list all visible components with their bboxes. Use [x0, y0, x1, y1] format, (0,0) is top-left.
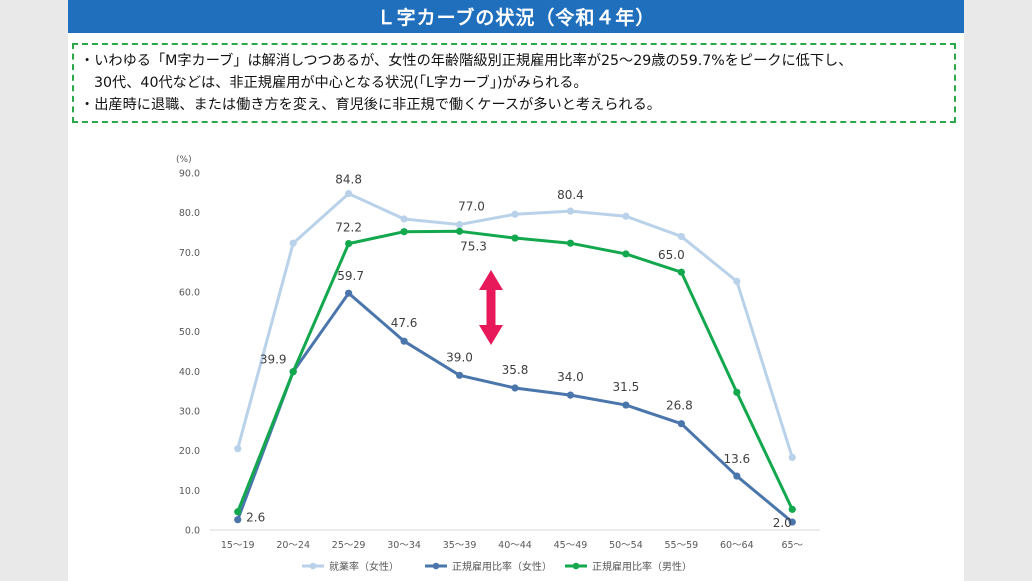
slide: Ｌ字カーブの状況（令和４年） ・いわゆる「M字カーブ」は解消しつつあるが、女性の…: [68, 0, 964, 581]
data-point: [455, 220, 464, 229]
data-point: [677, 232, 685, 241]
x-tick-label: 60～64: [720, 540, 754, 551]
y-tick-label: 40.0: [179, 367, 200, 378]
y-tick-label: 30.0: [179, 407, 200, 418]
x-tick-label: 55～59: [665, 540, 699, 551]
data-point: [566, 391, 575, 399]
data-label: 2.6: [246, 511, 265, 525]
legend-marker: [572, 562, 580, 570]
data-point: [511, 210, 519, 218]
data-point: [511, 234, 519, 242]
data-point: [733, 472, 741, 480]
summary-box: ・いわゆる「M字カーブ」は解消しつつあるが、女性の年齢階級別正規雇用比率が25～…: [72, 43, 956, 123]
data-point: [234, 508, 242, 516]
data-label: 65.0: [658, 248, 685, 262]
legend: 就業率（女性） 正規雇用比率（女性） 正規雇用比率（男性）: [302, 560, 692, 573]
data-label: 75.3: [460, 239, 487, 253]
data-point: [788, 453, 796, 462]
data-point: [345, 240, 353, 248]
data-label: 39.0: [446, 350, 473, 364]
gap-arrow-shaft: [486, 288, 496, 327]
x-tick-label: 15～19: [221, 540, 255, 551]
data-label: 72.2: [335, 221, 362, 235]
x-tick-label: 50～54: [609, 540, 643, 551]
data-point: [400, 337, 408, 345]
data-point: [511, 384, 519, 392]
data-point: [566, 239, 575, 247]
data-point: [622, 212, 630, 220]
data-point: [289, 368, 297, 376]
legend-label: 正規雇用比率（女性）: [452, 560, 552, 573]
data-label: 2.0: [773, 516, 792, 530]
data-point: [677, 420, 685, 428]
y-tick-label: 20.0: [179, 446, 200, 457]
data-point: [400, 228, 408, 236]
data-point: [733, 388, 741, 396]
data-label: 35.8: [502, 363, 529, 377]
data-point: [622, 250, 630, 258]
y-tick-label: 10.0: [179, 486, 200, 497]
slide-title: Ｌ字カーブの状況（令和４年）: [68, 0, 964, 33]
data-label: 59.7: [337, 269, 364, 283]
x-tick-label: 40～44: [498, 540, 532, 551]
data-label: 34.0: [557, 370, 584, 384]
data-label: 77.0: [458, 200, 485, 214]
x-tick-label: 20～24: [276, 540, 310, 551]
summary-line-3: ・出産時に退職、または働き方を変え、育児後に非正規で働くケースが多いと考えられる…: [80, 97, 661, 113]
data-point: [622, 401, 630, 409]
data-point: [455, 227, 464, 235]
y-tick-label: 0.0: [185, 526, 200, 537]
data-point: [400, 215, 408, 223]
data-point: [566, 207, 575, 215]
data-label: 80.4: [557, 188, 584, 202]
x-tick-label: 35～39: [443, 540, 477, 551]
data-point: [455, 371, 464, 379]
data-label: 39.9: [260, 353, 287, 367]
data-label: 84.8: [335, 173, 362, 187]
data-point: [289, 239, 297, 247]
data-label: 26.8: [666, 399, 693, 413]
data-point: [234, 445, 242, 453]
data-point: [234, 516, 242, 524]
gap-arrow-icon: [479, 270, 503, 345]
data-label: 47.6: [391, 316, 418, 330]
y-tick-label: 50.0: [179, 327, 200, 338]
data-point: [733, 277, 741, 285]
legend-marker: [432, 562, 440, 570]
data-point: [345, 289, 353, 297]
legend-label: 正規雇用比率（男性）: [592, 560, 692, 573]
summary-line-1: ・いわゆる「M字カーブ」は解消しつつあるが、女性の年齢階級別正規雇用比率が25～…: [80, 53, 853, 69]
data-point: [788, 505, 796, 513]
x-tick-label: 30～34: [387, 540, 421, 551]
y-tick-label: 90.0: [179, 169, 200, 180]
axis-layer: (%) 0.0 10.0 20.0 30.0 40.0 50.0 60.0 70.0 80.0 90…: [176, 155, 820, 551]
data-point: [677, 268, 685, 276]
x-tick-label: 25～29: [332, 540, 366, 551]
legend-label: 就業率（女性）: [329, 560, 399, 573]
series-layer: [234, 190, 796, 526]
series-line-1: [236, 192, 794, 458]
x-tick-label: 45～49: [554, 540, 588, 551]
y-tick-label: 80.0: [179, 208, 200, 219]
y-tick-label: 70.0: [179, 248, 200, 259]
series-line-2: [236, 291, 794, 524]
data-point: [345, 190, 353, 198]
legend-marker: [309, 562, 317, 570]
gap-arrow-head-down: [479, 325, 503, 345]
gap-arrow-head-up: [479, 270, 503, 290]
data-label: 31.5: [613, 380, 640, 394]
summary-line-2: 30代、40代などは、非正規雇用が中心となる状況(「L字カーブ」)がみられる。: [94, 75, 588, 91]
y-tick-label: 60.0: [179, 288, 200, 299]
data-label-layer: 84.8 77.0 80.4 2.6 39.9 59.7 47.6 39.0 35.8 34.0 3…: [246, 173, 792, 530]
data-label: 13.6: [723, 452, 750, 466]
data-point: [788, 518, 796, 526]
x-tick-label: 65～: [781, 540, 803, 551]
y-axis-unit-label: (%): [176, 155, 192, 165]
